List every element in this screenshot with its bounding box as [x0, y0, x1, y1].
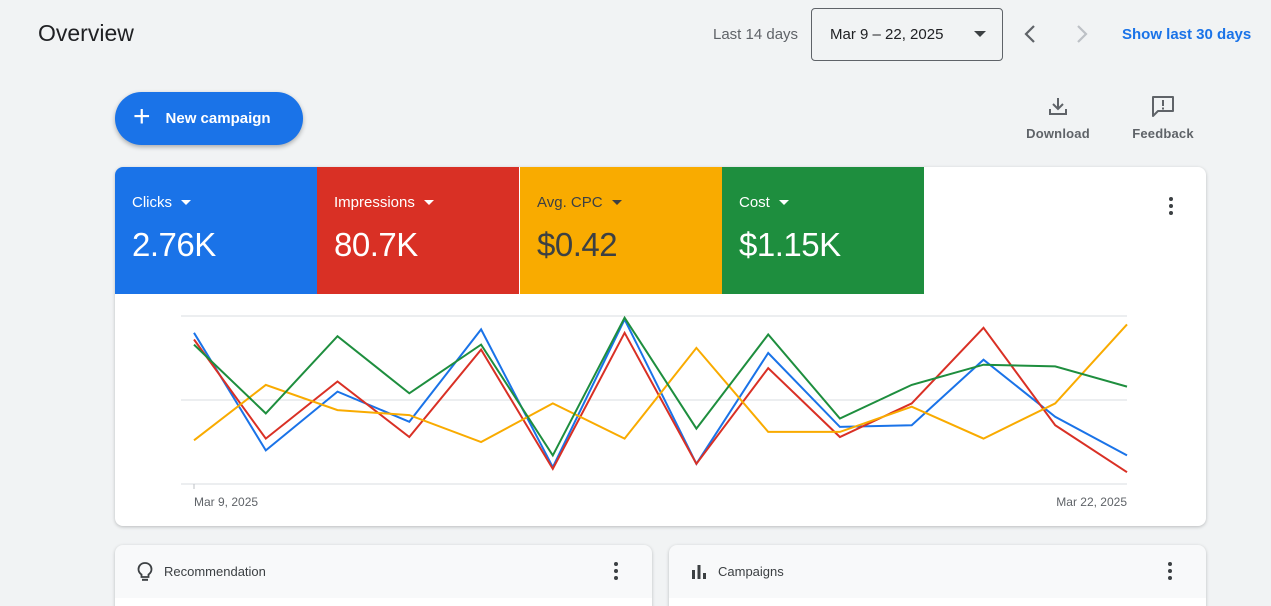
- download-label: Download: [1026, 126, 1090, 141]
- x-axis-label-end: Mar 22, 2025: [1056, 495, 1127, 509]
- more-options-icon[interactable]: [1159, 194, 1183, 218]
- caret-down-icon: [423, 200, 434, 205]
- feedback-button[interactable]: Feedback: [1123, 95, 1203, 143]
- metric-avg-cpc[interactable]: Avg. CPC $0.42: [520, 167, 722, 294]
- metric-avg-cpc-value: $0.42: [537, 226, 618, 263]
- date-range-value: Mar 9 – 22, 2025: [830, 26, 944, 43]
- new-campaign-label: New campaign: [165, 110, 271, 127]
- caret-down-icon: [778, 200, 789, 205]
- recommendation-card: Recommendation: [115, 545, 652, 606]
- more-options-icon[interactable]: [1158, 559, 1182, 583]
- previous-period-button[interactable]: [1016, 20, 1044, 48]
- metric-avg-cpc-name: Avg. CPC: [537, 194, 603, 211]
- metric-impressions[interactable]: Impressions 80.7K: [317, 167, 519, 294]
- show-last-30-days-link[interactable]: Show last 30 days: [1122, 26, 1252, 43]
- caret-down-icon: [181, 200, 191, 205]
- page-title: Overview: [38, 20, 134, 46]
- campaigns-title: Campaigns: [718, 564, 784, 579]
- chevron-right-icon: [1077, 25, 1088, 43]
- x-axis-label-start: Mar 9, 2025: [194, 495, 258, 509]
- metric-cost-value: $1.15K: [739, 226, 841, 263]
- lightbulb-icon: [135, 561, 155, 582]
- download-button[interactable]: Download: [1018, 95, 1098, 143]
- plus-icon: +: [133, 100, 151, 133]
- metric-cost[interactable]: Cost $1.15K: [722, 167, 924, 294]
- feedback-icon: [1152, 96, 1174, 117]
- feedback-label: Feedback: [1132, 126, 1194, 141]
- performance-line-chart: Mar 9, 2025 Mar 22, 2025: [181, 315, 1128, 509]
- series-line-clicks: [193, 317, 1128, 470]
- next-period-button[interactable]: [1068, 20, 1096, 48]
- series-line-impressions: [193, 326, 1128, 474]
- more-options-icon[interactable]: [604, 559, 628, 583]
- caret-down-icon: [611, 200, 622, 205]
- series-line-cost: [193, 315, 1128, 458]
- metric-impressions-value: 80.7K: [334, 226, 418, 263]
- metric-cost-name: Cost: [739, 194, 770, 211]
- metric-clicks-name: Clicks: [132, 194, 172, 211]
- performance-card: Clicks 2.76K Impressions 80.7K Avg. CPC …: [115, 167, 1206, 526]
- date-range-select[interactable]: Mar 9 – 22, 2025: [811, 8, 1003, 61]
- new-campaign-button[interactable]: + New campaign: [115, 92, 303, 145]
- metric-clicks-value: 2.76K: [132, 226, 216, 263]
- download-icon: [1049, 98, 1067, 115]
- series-line-avg-cpc: [193, 323, 1128, 444]
- date-range-label: Last 14 days: [713, 26, 799, 43]
- chevron-left-icon: [1024, 25, 1035, 43]
- bar-chart-icon: [689, 562, 709, 582]
- caret-down-icon: [974, 31, 986, 37]
- metric-impressions-name: Impressions: [334, 194, 415, 211]
- recommendation-title: Recommendation: [164, 564, 266, 579]
- campaigns-card: Campaigns: [669, 545, 1206, 606]
- metric-clicks[interactable]: Clicks 2.76K: [115, 167, 317, 294]
